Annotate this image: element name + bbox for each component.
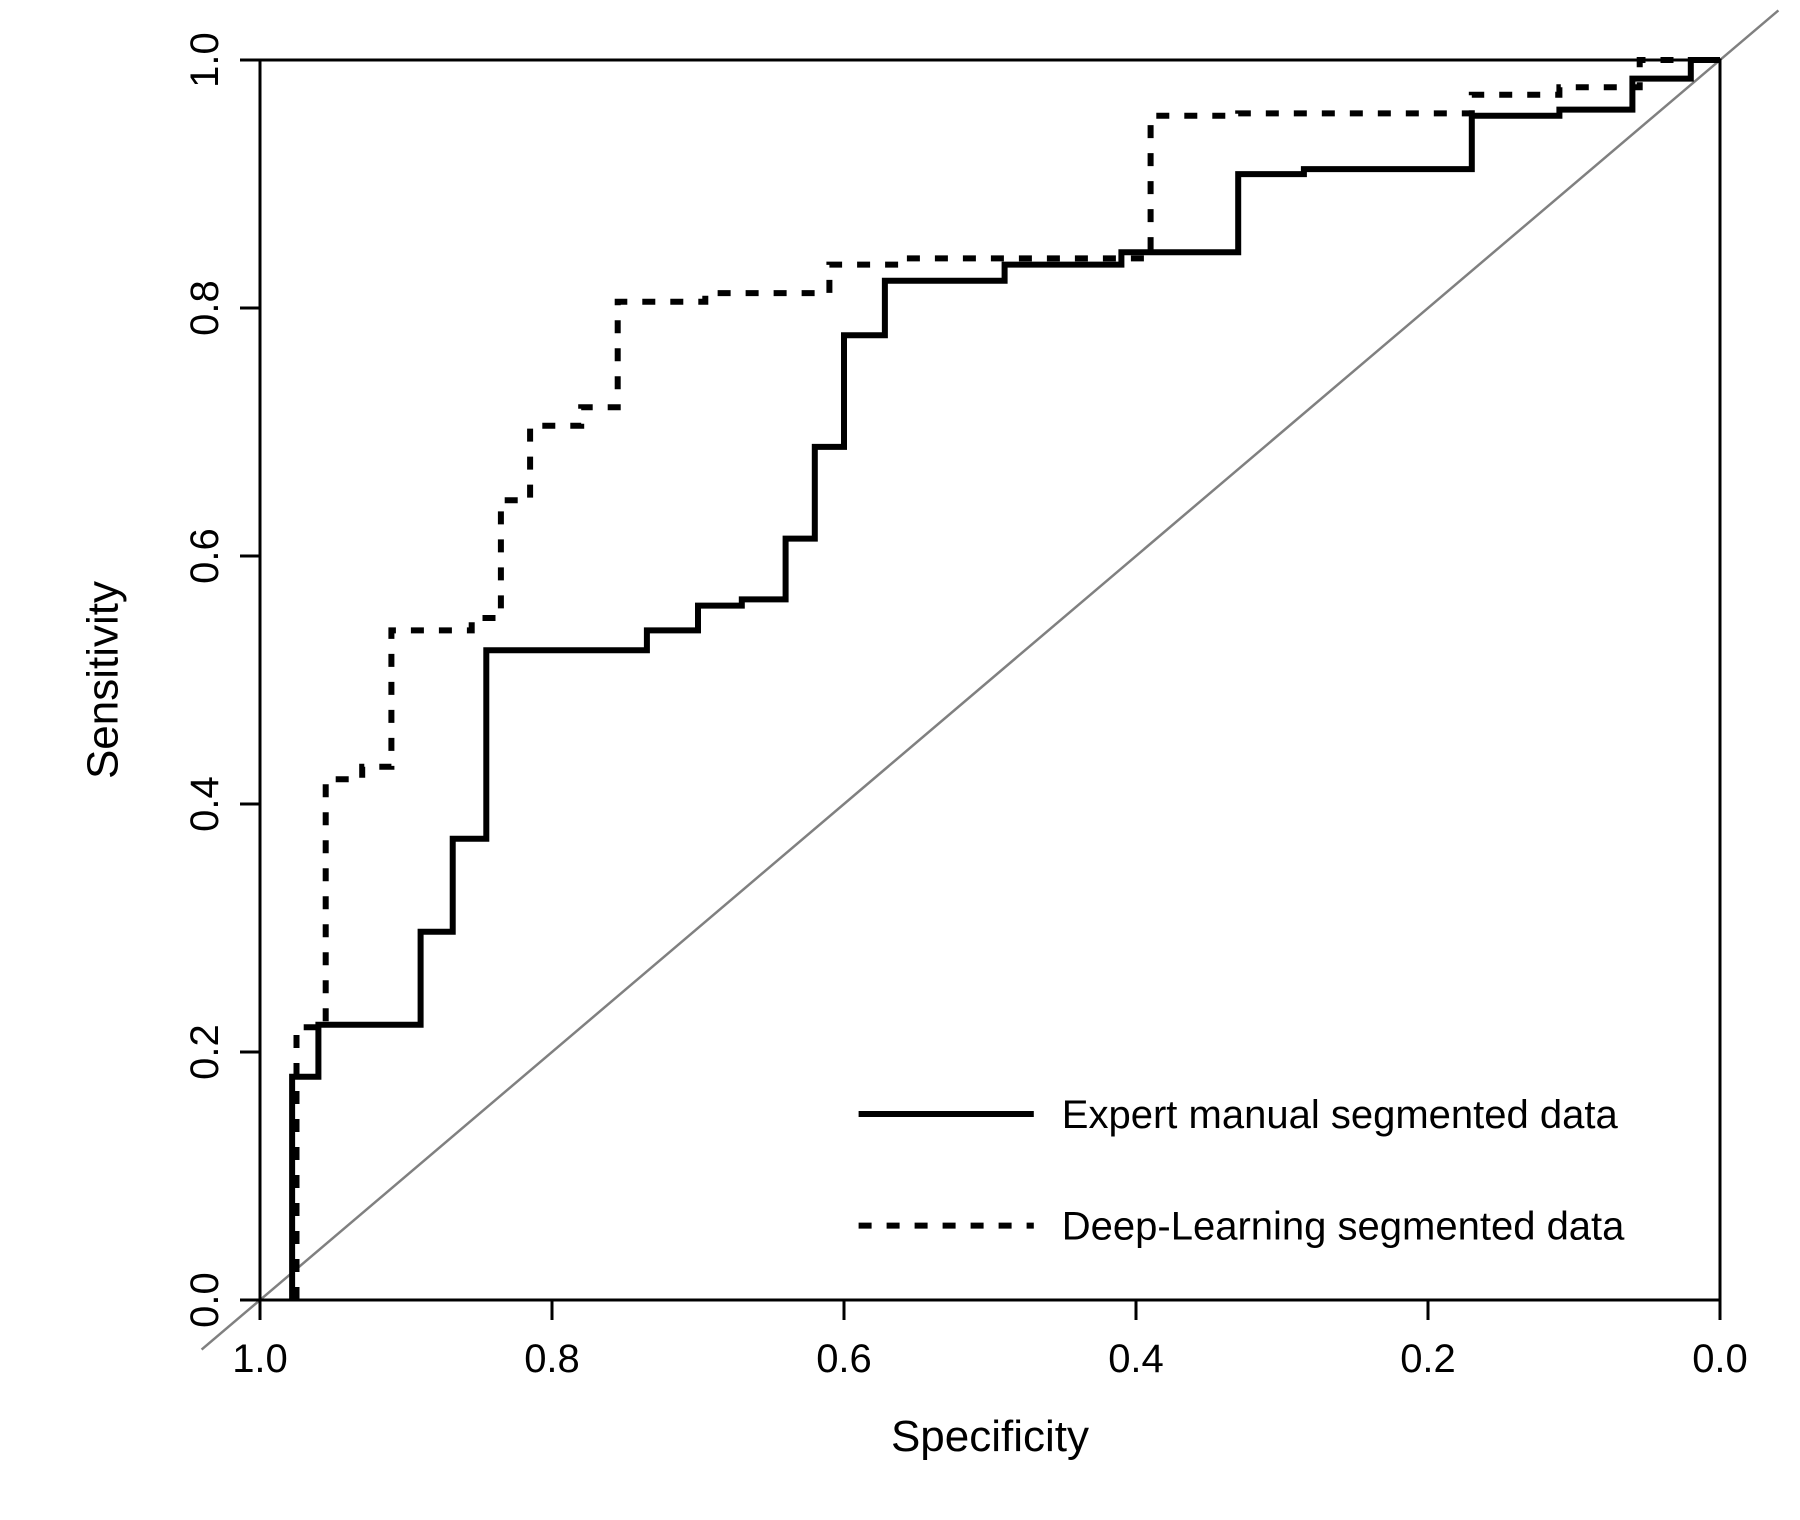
svg-text:0.2: 0.2 [1400,1337,1456,1381]
svg-text:0.2: 0.2 [183,1024,227,1080]
svg-text:Sensitivity: Sensitivity [79,581,128,779]
svg-text:0.8: 0.8 [183,280,227,336]
svg-text:1.0: 1.0 [232,1337,288,1381]
legend-label-deep: Deep-Learning segmented data [1062,1205,1625,1249]
svg-text:0.4: 0.4 [183,776,227,832]
svg-text:0.4: 0.4 [1108,1337,1164,1381]
roc-svg: 1.0 0.8 0.6 0.4 0.2 0.0 0.0 0.2 0.4 0.6 0.8 1.0 Spec… [0,0,1800,1520]
svg-text:0.0: 0.0 [183,1272,227,1328]
svg-text:0.6: 0.6 [816,1337,872,1381]
legend-label-expert: Expert manual segmented data [1062,1093,1619,1137]
svg-text:0.8: 0.8 [524,1337,580,1381]
svg-text:1.0: 1.0 [183,32,227,88]
svg-text:0.0: 0.0 [1692,1337,1748,1381]
svg-text:0.6: 0.6 [183,528,227,584]
svg-text:Specificity: Specificity [891,1412,1089,1461]
roc-chart: 1.0 0.8 0.6 0.4 0.2 0.0 0.0 0.2 0.4 0.6 0.8 1.0 Spec… [0,0,1800,1520]
